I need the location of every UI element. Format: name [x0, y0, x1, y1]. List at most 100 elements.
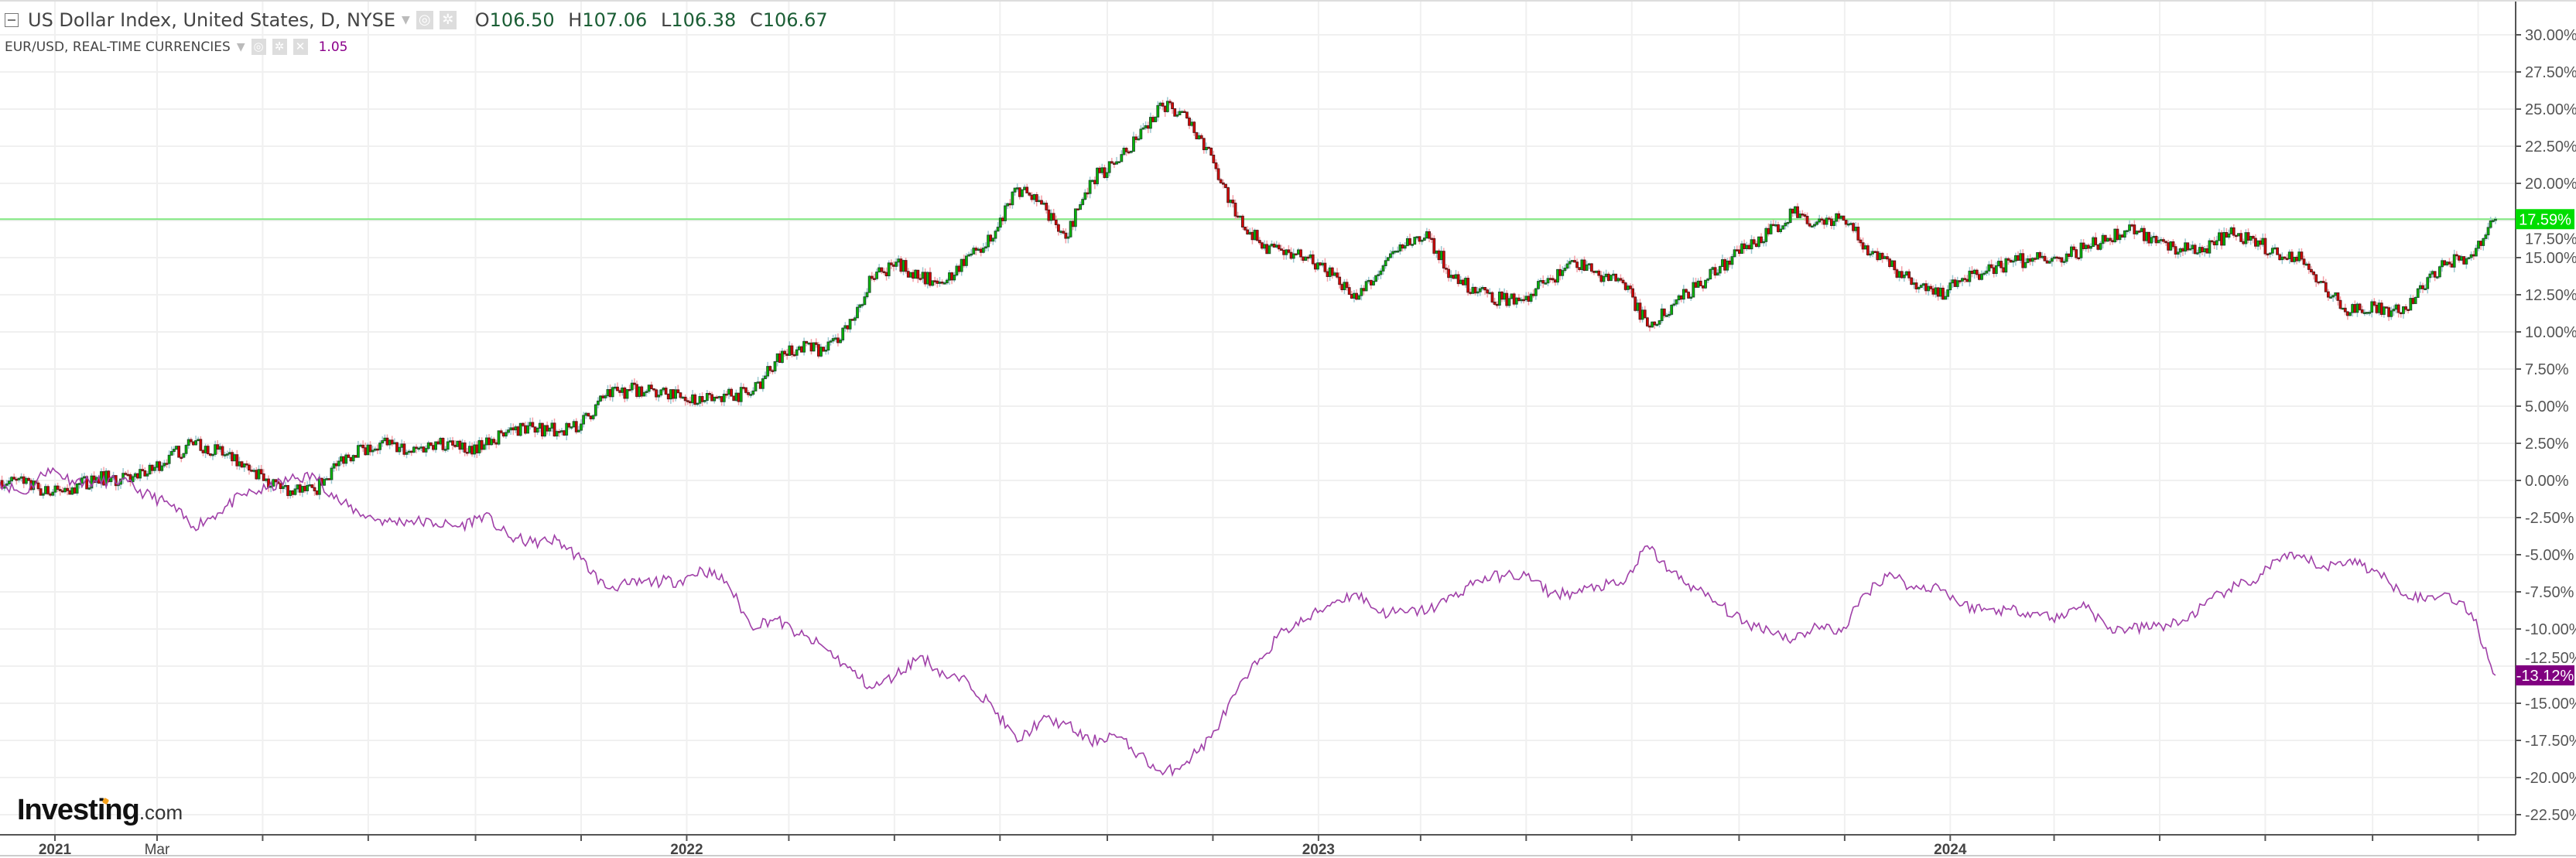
candle	[901, 260, 905, 272]
candle	[58, 489, 62, 491]
candle	[1415, 236, 1419, 238]
candle	[1360, 288, 1363, 296]
x-tick-label: Mar	[145, 842, 170, 858]
candle	[1064, 232, 1068, 239]
candle	[1839, 215, 1843, 219]
eye-icon[interactable]: ◎	[416, 11, 433, 29]
candle	[967, 254, 970, 257]
candle	[1161, 102, 1165, 107]
candle	[1648, 325, 1651, 328]
caret-down-icon[interactable]: ▼	[236, 40, 245, 53]
candle	[2431, 271, 2434, 275]
candle	[505, 432, 508, 437]
candle	[1886, 256, 1889, 260]
candle	[1788, 208, 1792, 224]
candle	[2300, 251, 2304, 260]
dxy-candles	[0, 97, 2497, 500]
candle	[1071, 220, 1075, 227]
candle	[601, 395, 605, 398]
candle	[1905, 271, 1908, 275]
candle	[679, 392, 682, 398]
candle	[1895, 269, 1899, 278]
candle	[1238, 215, 1242, 218]
candle	[1539, 280, 1542, 282]
candle	[150, 464, 154, 471]
candle	[594, 404, 597, 416]
candle	[1805, 216, 1809, 224]
candle	[1088, 179, 1092, 194]
candle	[761, 378, 765, 389]
candle	[1912, 282, 1916, 285]
eye-icon[interactable]: ◎	[251, 39, 266, 55]
collapse-icon[interactable]	[5, 13, 19, 27]
candle	[325, 478, 329, 480]
candle	[846, 325, 850, 330]
candle	[1781, 225, 1785, 230]
candle	[790, 345, 794, 355]
candle	[2154, 235, 2158, 244]
candle	[1963, 278, 1967, 280]
gear-icon[interactable]: ✲	[439, 11, 457, 29]
candle	[482, 444, 486, 450]
candle	[1921, 283, 1925, 286]
candle	[1827, 217, 1831, 220]
candle	[749, 394, 753, 396]
x-tick-label: 2023	[1302, 842, 1335, 858]
caret-down-icon[interactable]: ▼	[401, 14, 410, 26]
investing-logo[interactable]: Investing.com	[17, 794, 183, 827]
candle	[1093, 179, 1096, 185]
candle	[1272, 244, 1276, 248]
candle	[354, 455, 357, 458]
candle	[1190, 121, 1194, 126]
candle	[2368, 312, 2371, 314]
candle	[1023, 186, 1026, 190]
candle	[1675, 299, 1678, 305]
candle	[2392, 309, 2396, 312]
candle	[1685, 289, 1688, 293]
candle	[177, 446, 181, 458]
candle	[1968, 270, 1972, 282]
candle	[402, 443, 406, 455]
candle	[1439, 251, 1443, 261]
candle	[1544, 282, 1548, 285]
y-tick-label: 10.00%	[2525, 324, 2576, 341]
candle	[1197, 135, 1201, 140]
candle	[310, 484, 314, 488]
candle	[1306, 256, 1310, 259]
candle	[1333, 272, 1336, 276]
candle	[618, 390, 621, 393]
candle	[2227, 233, 2231, 238]
candle	[1796, 206, 1799, 218]
candle	[2060, 257, 2064, 263]
main-series-title[interactable]: US Dollar Index, United States, D, NYSE	[28, 9, 395, 31]
close-icon[interactable]: ✕	[292, 39, 308, 55]
candle	[2142, 227, 2146, 241]
candle	[2246, 232, 2250, 241]
candle	[1486, 289, 1490, 294]
y-tick-label: 25.00%	[2525, 101, 2576, 118]
candle	[518, 422, 522, 436]
candle	[2426, 277, 2430, 289]
candle	[897, 258, 901, 263]
candle	[1694, 282, 1698, 288]
candle	[2239, 233, 2243, 242]
candle	[1634, 296, 1637, 311]
candle	[124, 473, 128, 475]
gear-icon[interactable]: ✲	[272, 39, 287, 55]
candle	[608, 389, 612, 398]
candle	[1372, 281, 1375, 285]
candle	[674, 389, 678, 399]
candle	[1762, 241, 1766, 244]
candle	[2317, 281, 2321, 284]
candle	[468, 446, 471, 453]
candle	[1350, 293, 1353, 299]
candle	[1274, 244, 1278, 248]
candle	[720, 396, 724, 402]
compare-series-title[interactable]: EUR/USD, REAL-TIME CURRENCIES	[5, 39, 231, 55]
candle	[436, 441, 440, 445]
x-tick-label: 2021	[39, 842, 72, 858]
candle	[1880, 252, 1884, 259]
candle	[2268, 252, 2272, 255]
